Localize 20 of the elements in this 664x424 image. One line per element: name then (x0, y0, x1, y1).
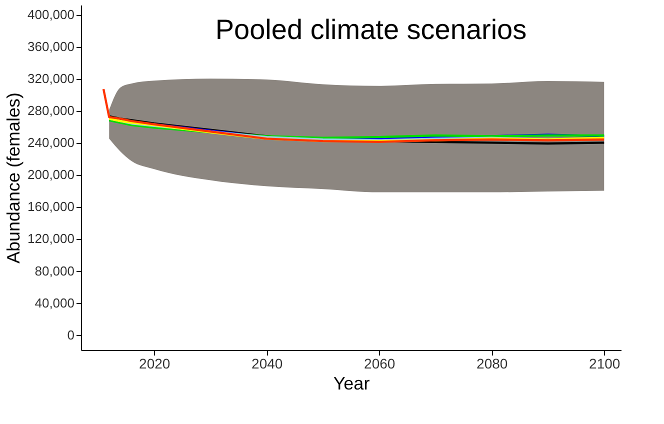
line-series (102, 88, 606, 143)
y-tick-label: 40,000 (34, 295, 74, 310)
x-tick-label: 2080 (476, 356, 508, 372)
y-axis-title: Abundance (females) (4, 92, 24, 264)
y-tick-label: 0 (67, 327, 74, 342)
chart-title: Pooled climate scenarios (215, 14, 527, 45)
x-tick-label: 2100 (589, 356, 620, 372)
x-axis-title: Year (333, 374, 370, 394)
x-tick-label: 2020 (139, 356, 170, 372)
y-tick-label: 360,000 (28, 39, 74, 54)
y-tick-label: 400,000 (28, 7, 74, 22)
y-tick-label: 240,000 (28, 135, 74, 150)
y-tick-label: 160,000 (28, 199, 74, 214)
y-tick-label: 280,000 (28, 103, 74, 118)
x-tick-label: 2040 (252, 356, 283, 372)
y-tick-label: 320,000 (28, 71, 74, 86)
x-tick-label: 2060 (364, 356, 396, 372)
y-tick-label: 120,000 (28, 231, 74, 246)
y-tick-label: 80,000 (34, 263, 74, 278)
y-tick-label: 200,000 (28, 167, 74, 182)
